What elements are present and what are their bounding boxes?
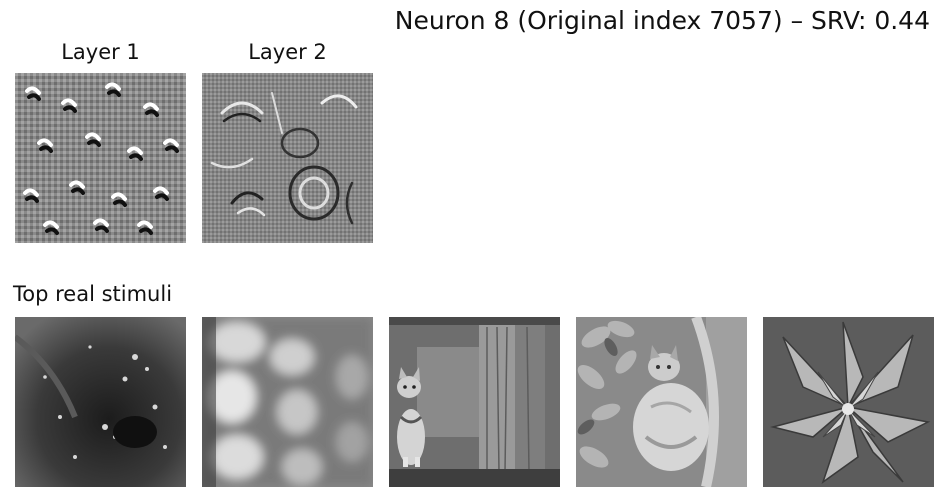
stimulus-image-5	[763, 317, 934, 487]
stimulus-image-4	[576, 317, 747, 487]
layer-1-feature-visualization	[15, 73, 186, 243]
stimulus-image-3	[389, 317, 560, 487]
stimulus-image-2	[202, 317, 373, 487]
figure-title: Neuron 8 (Original index 7057) – SRV: 0.…	[394, 6, 930, 35]
layer-2-feature-visualization	[202, 73, 373, 243]
top-real-stimuli-title: Top real stimuli	[13, 282, 173, 306]
stimulus-image-1	[15, 317, 186, 487]
layer-2-title: Layer 2	[248, 40, 327, 64]
layer-1-title: Layer 1	[61, 40, 140, 64]
